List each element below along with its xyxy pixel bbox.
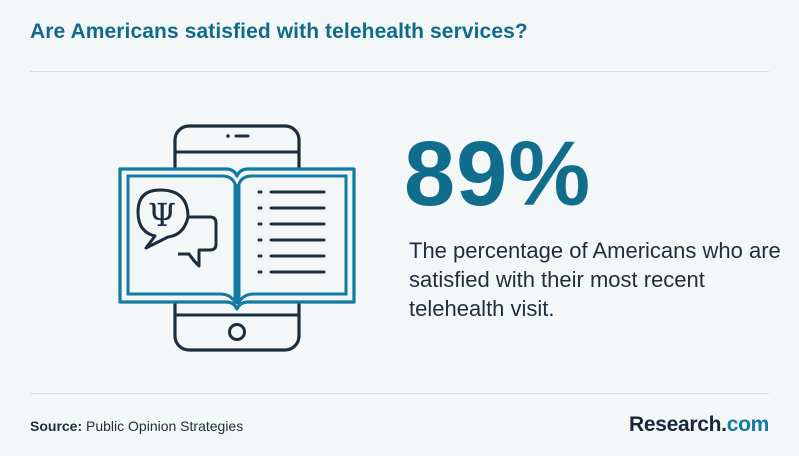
phone-book-psychology-icon: Ψ bbox=[118, 124, 356, 352]
brand-logo: Research.com bbox=[629, 413, 769, 437]
source-text: Public Opinion Strategies bbox=[86, 418, 244, 434]
phone-camera bbox=[226, 134, 230, 138]
page-title: Are Americans satisfied with telehealth … bbox=[30, 20, 528, 43]
top-divider bbox=[30, 71, 769, 72]
stat-caption: The percentage of Americans who are sati… bbox=[409, 238, 781, 321]
phone-home-button bbox=[228, 323, 246, 341]
bottom-divider bbox=[30, 393, 769, 394]
book-right-page bbox=[237, 174, 348, 308]
brand-tld: com bbox=[726, 413, 770, 436]
text-lines-icon bbox=[257, 190, 326, 274]
stat-value: 89% bbox=[404, 123, 592, 225]
source-credit: Source: Public Opinion Strategies bbox=[30, 418, 243, 434]
source-label: Source: bbox=[30, 418, 83, 434]
speech-bubble-back-icon bbox=[178, 215, 218, 268]
book-left-page bbox=[126, 174, 237, 308]
brand-dot: . bbox=[721, 413, 727, 436]
brand-main: Research bbox=[629, 413, 722, 436]
psi-symbol-icon: Ψ bbox=[148, 196, 176, 234]
speech-bubble-front-icon bbox=[136, 188, 190, 250]
